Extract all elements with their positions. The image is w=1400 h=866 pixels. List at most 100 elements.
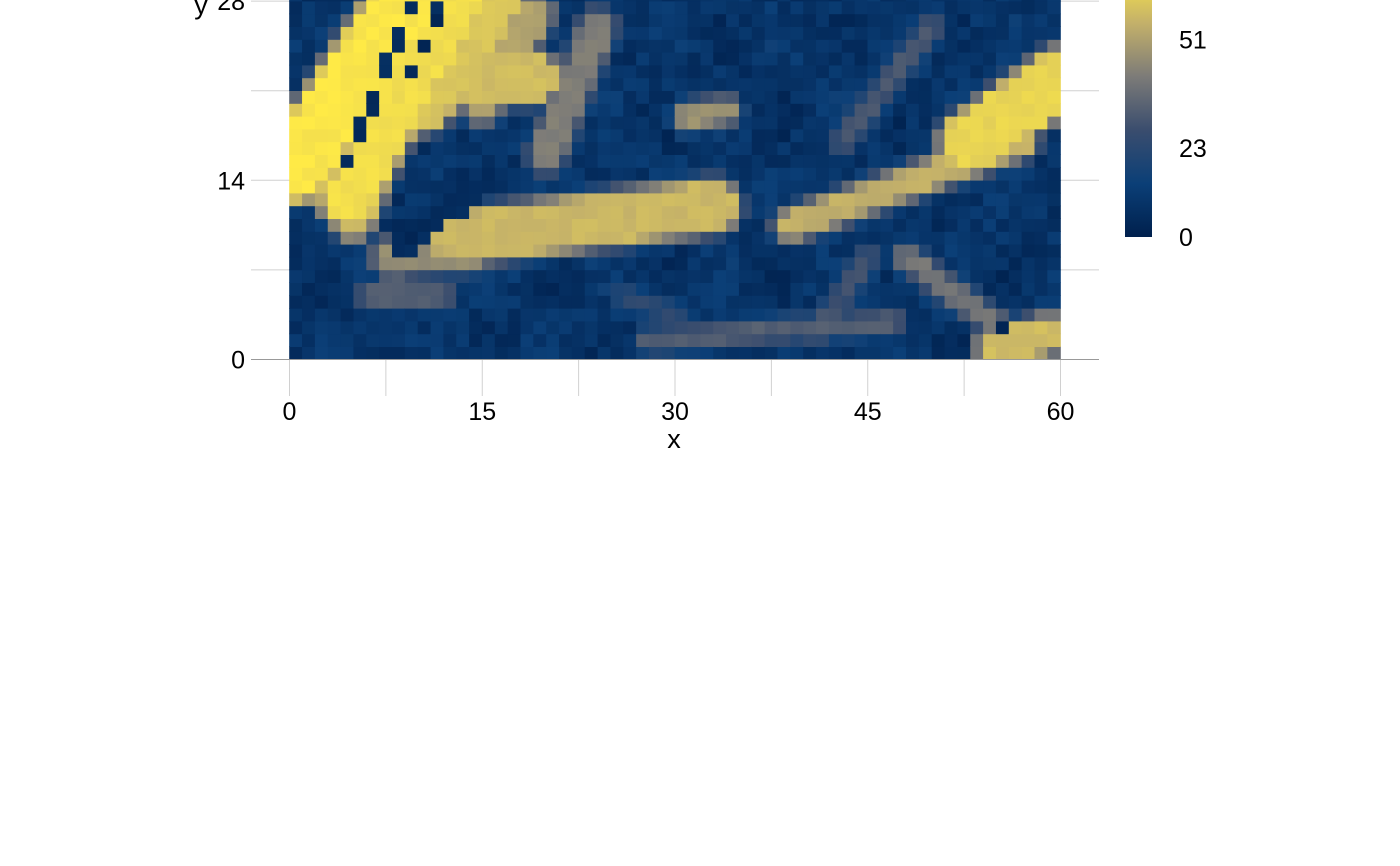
heatmap-cell: [546, 205, 560, 219]
heatmap-cell: [649, 218, 663, 232]
heatmap-cell: [841, 167, 856, 181]
heatmap-cell: [764, 231, 779, 245]
heatmap-cell: [649, 282, 663, 296]
heatmap-cell: [314, 308, 329, 322]
heatmap-cell: [404, 52, 419, 66]
heatmap-cell: [302, 308, 316, 322]
heatmap-cell: [584, 154, 599, 168]
heatmap-cell: [828, 13, 843, 27]
heatmap-cell: [379, 192, 393, 207]
heatmap-cell: [1047, 26, 1061, 40]
heatmap-cell: [469, 77, 483, 91]
heatmap-cell: [867, 0, 881, 15]
heatmap-cell: [828, 282, 843, 296]
heatmap-cell: [828, 346, 843, 360]
heatmap-cell: [841, 52, 856, 66]
heatmap-cell: [366, 282, 380, 296]
heatmap-cell: [854, 64, 869, 79]
heatmap-cell: [995, 346, 1010, 360]
heatmap-cell: [379, 0, 393, 15]
heatmap-cell: [571, 0, 586, 2]
heatmap-cell: [764, 0, 779, 2]
heatmap-cell: [430, 282, 444, 296]
heatmap-cell: [417, 52, 432, 66]
heatmap-cell: [430, 205, 444, 219]
heatmap-cell: [687, 269, 701, 283]
heatmap-cell: [559, 269, 573, 283]
heatmap-cell: [302, 333, 316, 347]
heatmap-cell: [726, 52, 740, 66]
heatmap-cell: [777, 192, 791, 207]
heatmap-cell: [1034, 103, 1048, 117]
heatmap-cell: [546, 192, 560, 207]
heatmap-cell: [379, 244, 393, 258]
heatmap-cell: [392, 256, 406, 271]
heatmap-cell: [340, 52, 355, 66]
heatmap-cell: [944, 231, 958, 245]
heatmap-cell: [931, 0, 946, 2]
heatmap-cell: [456, 26, 470, 40]
heatmap-cell: [1034, 26, 1048, 40]
heatmap-cell: [816, 52, 830, 66]
heatmap-cell: [893, 39, 907, 53]
heatmap-cell: [995, 0, 1010, 2]
heatmap-cell: [1047, 218, 1061, 232]
heatmap-cell: [469, 333, 483, 347]
heatmap-cell: [559, 0, 573, 2]
heatmap-cell: [481, 282, 496, 296]
heatmap-cell: [944, 244, 958, 258]
heatmap-cell: [738, 64, 753, 79]
heatmap-cell: [816, 308, 830, 322]
heatmap-cell: [1034, 154, 1048, 168]
heatmap-cell: [700, 39, 714, 53]
heatmap-cell: [687, 192, 701, 207]
heatmap-cell: [764, 346, 779, 360]
heatmap-cell: [327, 308, 342, 322]
heatmap-cell: [751, 218, 766, 232]
heatmap-cell: [636, 103, 650, 117]
heatmap-cell: [289, 269, 303, 283]
heatmap-cell: [340, 90, 355, 104]
heatmap-cell: [931, 320, 946, 335]
heatmap-cell: [636, 218, 650, 232]
heatmap-cell: [674, 141, 689, 155]
heatmap-cell: [597, 103, 612, 117]
heatmap-cell: [546, 180, 560, 194]
heatmap-cell: [790, 77, 804, 91]
heatmap-cell: [327, 346, 342, 360]
heatmap-cell: [854, 269, 869, 283]
heatmap-cell: [469, 128, 483, 143]
x-tick-label: 30: [661, 398, 689, 426]
heatmap-cell: [944, 320, 958, 335]
heatmap-cell: [1047, 269, 1061, 283]
heatmap-cell: [674, 231, 689, 245]
heatmap-cell: [404, 346, 419, 360]
heatmap-cell: [597, 0, 612, 15]
heatmap-cell: [893, 52, 907, 66]
heatmap-cell: [430, 333, 444, 347]
heatmap-cell: [571, 39, 586, 53]
heatmap-cell: [931, 103, 946, 117]
heatmap-cell: [738, 308, 753, 322]
heatmap-cell: [571, 256, 586, 271]
heatmap-cell: [841, 77, 856, 91]
heatmap-cell: [533, 218, 547, 232]
heatmap-cell: [931, 13, 946, 27]
heatmap-cell: [353, 231, 367, 245]
heatmap-cell: [803, 128, 817, 143]
heatmap-cell: [918, 77, 933, 91]
heatmap-cell: [893, 269, 907, 283]
heatmap-cell: [816, 128, 830, 143]
heatmap-cell: [970, 320, 984, 335]
heatmap-cell: [803, 218, 817, 232]
heatmap-cell: [353, 0, 367, 2]
heatmap-cell: [790, 244, 804, 258]
heatmap-cell: [404, 90, 419, 104]
heatmap-cell: [533, 141, 547, 155]
heatmap-cell: [957, 205, 971, 219]
heatmap-cell: [893, 333, 907, 347]
heatmap-cell: [803, 192, 817, 207]
heatmap-cell: [417, 218, 432, 232]
heatmap-cell: [584, 77, 599, 91]
heatmap-cell: [970, 64, 984, 79]
